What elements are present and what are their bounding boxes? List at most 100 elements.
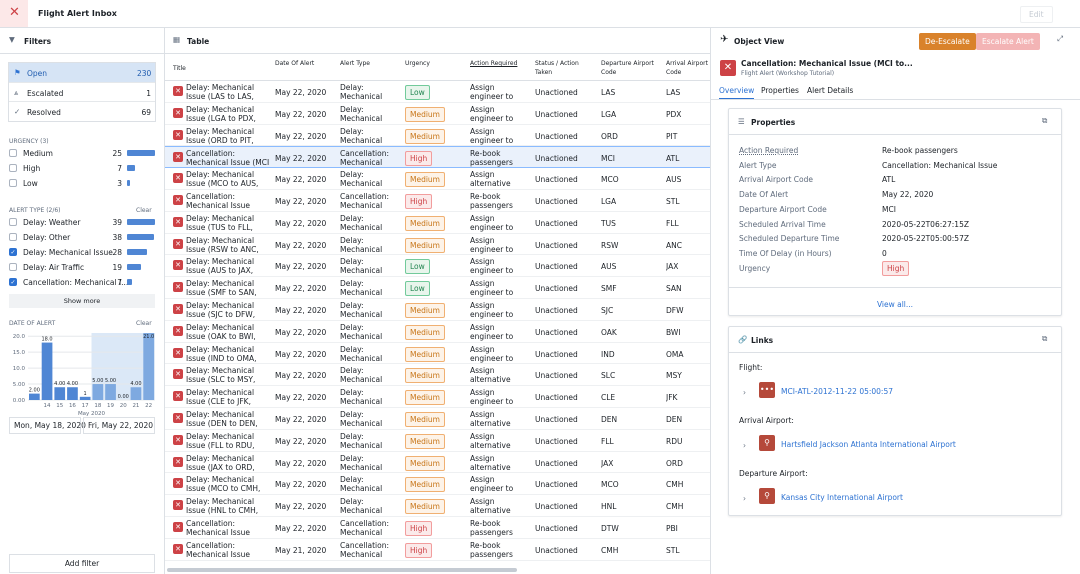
cell-text: Delay: Mechanical Issue (CLE to JFK, bbox=[186, 388, 255, 407]
table-row[interactable]: ✕ Delay: Mechanical Issue (RSW to ANC, May… bbox=[165, 234, 710, 256]
column-header[interactable]: Status / Action Taken bbox=[535, 60, 579, 76]
table-row[interactable]: ✕ Delay: Mechanical Issue (LGA to PDX, May… bbox=[165, 103, 710, 125]
checkbox[interactable] bbox=[9, 263, 17, 271]
table-row[interactable]: ✕ Delay: Mechanical Issue (MCO to CMH, May… bbox=[165, 473, 710, 496]
property-key: Arrival Airport Code bbox=[739, 175, 814, 185]
open-icon: ⧉ bbox=[1042, 334, 1048, 343]
column-header[interactable]: Arrival Airport Code bbox=[666, 60, 708, 76]
table-row[interactable]: ✕ Delay: Mechanical Issue (DEN to DEN, May… bbox=[165, 408, 710, 430]
object-link[interactable]: Hartsfield Jackson Atlanta International… bbox=[781, 440, 956, 449]
bar bbox=[41, 342, 53, 400]
cell-text: Delay: Mechanical Issue (TUS to FLL, bbox=[186, 213, 255, 232]
status-icon: ⩓ bbox=[14, 88, 19, 97]
filters-header: ▼ Filters bbox=[0, 28, 164, 54]
column-header[interactable]: Alert Type bbox=[340, 60, 370, 67]
table-row[interactable]: ✕ Delay: Mechanical Issue (HNL to CMH, May… bbox=[165, 495, 710, 517]
urgency-badge: High bbox=[405, 521, 433, 536]
checkbox[interactable] bbox=[9, 149, 17, 157]
table-row[interactable]: ✕Cancellation: Mechanical Issue (LGA May … bbox=[165, 190, 710, 212]
status-row[interactable]: ⩓ Escalated 1 bbox=[9, 82, 155, 101]
cell-text: Delay: Mechanical Issue (MCO to AUS, bbox=[186, 170, 259, 189]
show-more-button[interactable]: Show more bbox=[9, 294, 155, 308]
add-filter-button[interactable]: Add filter bbox=[9, 554, 155, 573]
cell-text: FLL bbox=[666, 218, 679, 228]
table-panel: ▦ Table Title Date Of Alert Alert Type Urgenc… bbox=[165, 28, 711, 574]
table-row[interactable]: ✕Cancellation: Mechanical Issue (CMH May … bbox=[165, 539, 710, 561]
status-row[interactable]: ⚑ Open 230 bbox=[9, 63, 155, 82]
cell-text: Unactioned bbox=[535, 393, 578, 403]
table-row[interactable]: ✕ Delay: Mechanical Issue (SLC to MSY, May… bbox=[165, 364, 710, 387]
cell-text: IND bbox=[601, 349, 615, 359]
property-value: May 22, 2020 bbox=[882, 190, 934, 200]
cell-text: Cancellation: Mechanical bbox=[340, 149, 389, 168]
table-row[interactable]: ✕ Delay: Mechanical Issue (TUS to FLL, May… bbox=[165, 212, 710, 234]
column-header[interactable]: Urgency bbox=[405, 60, 430, 67]
object-link[interactable]: MCI-ATL-2012-11-22 05:00:57 bbox=[781, 387, 893, 396]
checkbox[interactable] bbox=[9, 218, 17, 226]
cell-text: ANC bbox=[666, 240, 682, 250]
property-value: Cancellation: Mechanical Issue bbox=[882, 160, 998, 170]
date-input[interactable]: Mon, May 18, 2020 bbox=[9, 417, 86, 434]
view-all-link[interactable]: View all... bbox=[876, 300, 914, 309]
property-value: ATL bbox=[882, 175, 896, 185]
cell-text: May 22, 2020 bbox=[275, 480, 327, 490]
checkbox[interactable]: ✓ bbox=[9, 278, 17, 286]
edit-button[interactable]: Edit bbox=[1020, 6, 1053, 23]
cell-text: Unactioned bbox=[535, 480, 578, 490]
table-row[interactable]: ✕ Cancellation: Mechanical Issue (MCI May … bbox=[165, 146, 710, 169]
table-row[interactable]: ✕ Delay: Mechanical Issue (SMF to SAN, May… bbox=[165, 277, 710, 299]
cell-text: LAS bbox=[601, 88, 616, 97]
column-header[interactable]: Date Of Alert bbox=[275, 60, 315, 67]
urgency-badge: High bbox=[405, 151, 433, 167]
cell-text: JAX bbox=[666, 262, 679, 272]
date-input[interactable]: Fri, May 22, 2020 bbox=[83, 417, 155, 434]
status-row[interactable]: ✓ Resolved 69 bbox=[9, 101, 155, 120]
clear-button[interactable]: Clear bbox=[136, 320, 152, 327]
table-row[interactable]: ✕ Delay: Mechanical Issue (SJC to DFW, May… bbox=[165, 299, 710, 321]
checkbox[interactable] bbox=[9, 179, 17, 187]
filter-count: 19 bbox=[112, 263, 122, 272]
escalate-button[interactable]: Escalate Alert bbox=[976, 33, 1040, 50]
cell-text: Cancellation: Mechanical bbox=[340, 192, 389, 210]
cell-text: Assign engineer to bbox=[470, 322, 514, 341]
table-row[interactable]: ✕ Delay: Mechanical Issue (IND to OMA, May… bbox=[165, 343, 710, 365]
filters-title: Filters bbox=[24, 37, 52, 46]
clear-button[interactable]: Clear bbox=[136, 207, 152, 214]
bar-value-label: 5.00 bbox=[105, 378, 116, 384]
chevron: › bbox=[743, 441, 746, 450]
count-bar bbox=[127, 219, 155, 225]
tab[interactable]: Alert Details bbox=[807, 86, 854, 95]
object-link[interactable]: Kansas City International Airport bbox=[781, 493, 903, 502]
tab[interactable]: Properties bbox=[761, 86, 799, 95]
column-header[interactable]: Departure Airport Code bbox=[601, 60, 654, 76]
table-row[interactable]: ✕Cancellation: Mechanical Issue (DTW May … bbox=[165, 517, 710, 539]
urgency-badge: Medium bbox=[405, 455, 445, 471]
cell-text: LGA bbox=[601, 109, 617, 119]
table-row[interactable]: ✕ Delay: Mechanical Issue (FLL to RDU, May… bbox=[165, 430, 710, 452]
checkbox[interactable]: ✓ bbox=[9, 248, 17, 256]
cell-text: Re-book passengers bbox=[470, 149, 513, 168]
table-row[interactable]: ✕ Delay: Mechanical Issue (AUS to JAX, May… bbox=[165, 255, 710, 278]
cell-text: STL bbox=[666, 545, 680, 555]
cell-text: Re-book passengers bbox=[470, 540, 513, 559]
table-row[interactable]: ✕ Delay: Mechanical Issue (JAX to ORD, May… bbox=[165, 452, 710, 474]
table-row[interactable]: ✕ Delay: Mechanical Issue (OAK to BWI, May… bbox=[165, 321, 710, 343]
table-row[interactable]: ✕ Delay: Mechanical Issue (LAS to LAS, May… bbox=[165, 81, 710, 103]
urgency-badge: Medium bbox=[405, 412, 445, 427]
card-icon: 🔗 bbox=[738, 335, 748, 344]
alert-icon: ✕ bbox=[173, 282, 183, 293]
cell-text: DFW bbox=[666, 306, 684, 315]
urgency-badge: Medium bbox=[405, 433, 445, 449]
alert-icon: ✕ bbox=[173, 347, 183, 358]
de-escalate-button[interactable]: De-Escalate bbox=[919, 33, 976, 50]
table-row[interactable]: ✕ Delay: Mechanical Issue (MCO to AUS, May… bbox=[165, 168, 710, 190]
checkbox[interactable] bbox=[9, 233, 17, 241]
tab[interactable]: Overview bbox=[719, 86, 755, 100]
top-bar: ✕ Flight Alert Inbox Edit bbox=[0, 0, 1080, 28]
table-row[interactable]: ✕ Delay: Mechanical Issue (CLE to JFK, May… bbox=[165, 386, 710, 408]
column-header[interactable]: Action Required bbox=[470, 60, 518, 67]
checkbox[interactable] bbox=[9, 164, 17, 172]
column-header[interactable]: Title bbox=[173, 65, 186, 72]
count-bar bbox=[127, 279, 133, 285]
table-row[interactable]: ✕ Delay: Mechanical Issue (ORD to PIT, May… bbox=[165, 125, 710, 147]
